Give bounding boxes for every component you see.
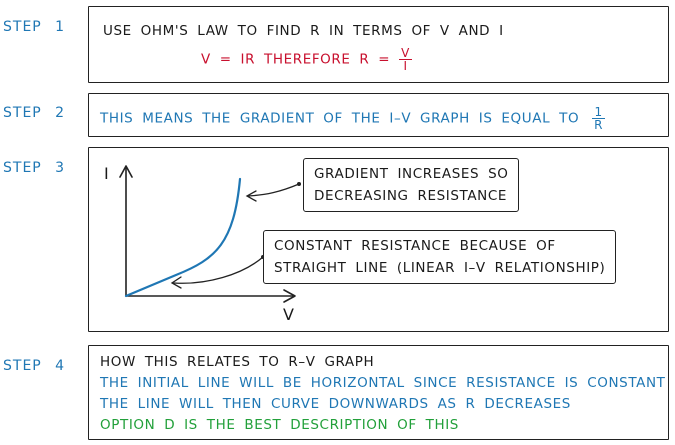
step-2-text: THIS MEANS THE GRADIENT OF THE I–V GRAPH… <box>100 110 580 127</box>
callout-line: CONSTANT RESISTANCE BECAUSE OF <box>274 238 556 254</box>
step-3-box: I V GRADIENT INCREASES SO DECREASING RES… <box>88 147 669 332</box>
callout-line: DECREASING RESISTANCE <box>314 188 508 204</box>
iv-graph: I V <box>104 164 301 324</box>
step-2-label: STEP 2 <box>3 105 66 121</box>
step-4-horizontal-line-note: THE INITIAL LINE WILL BE HORIZONTAL SINC… <box>100 375 666 391</box>
v-over-i-fraction: V I <box>399 47 412 72</box>
y-axis-label: I <box>104 164 109 183</box>
ohms-law-equation: V = IR THEREFORE R = V I <box>201 47 412 72</box>
one-over-r-fraction: 1 R <box>592 106 606 132</box>
step-3-label: STEP 3 <box>3 160 66 176</box>
step-1-box: USE OHM'S LAW TO FIND R IN TERMS OF V AN… <box>88 6 669 83</box>
step-1-instruction: USE OHM'S LAW TO FIND R IN TERMS OF V AN… <box>103 23 504 39</box>
fraction-numerator: 1 <box>592 106 606 119</box>
bottom-pointer-arrowhead <box>170 276 182 289</box>
fraction-denominator: R <box>594 118 604 132</box>
equation-prefix: V = IR THEREFORE R = <box>201 51 391 68</box>
step-4-answer: OPTION D IS THE BEST DESCRIPTION OF THIS <box>100 417 459 433</box>
top-pointer-arrowhead <box>245 190 257 202</box>
step-4-label: STEP 4 <box>3 358 66 374</box>
top-pointer-arrow <box>247 183 300 197</box>
callout-line: GRADIENT INCREASES SO <box>314 166 509 182</box>
fraction-denominator: I <box>403 59 408 73</box>
top-pointer-dot <box>297 182 301 186</box>
step-2-statement: THIS MEANS THE GRADIENT OF THE I–V GRAPH… <box>100 106 606 132</box>
fraction-numerator: V <box>399 46 412 60</box>
x-axis-arrowhead <box>283 289 296 303</box>
bottom-pointer-arrow <box>173 256 264 284</box>
step-1-label: STEP 1 <box>3 19 66 35</box>
step-2-box: THIS MEANS THE GRADIENT OF THE I–V GRAPH… <box>88 93 669 137</box>
callout-line: STRAIGHT LINE (LINEAR I–V RELATIONSHIP) <box>274 260 606 276</box>
step-4-box: HOW THIS RELATES TO R–V GRAPH THE INITIA… <box>88 345 669 440</box>
step-4-curve-down-note: THE LINE WILL THEN CURVE DOWNWARDS AS R … <box>100 396 571 412</box>
gradient-increases-callout: GRADIENT INCREASES SO DECREASING RESISTA… <box>303 158 520 212</box>
x-axis-label: V <box>283 305 295 324</box>
iv-curve <box>124 177 242 298</box>
constant-resistance-callout: CONSTANT RESISTANCE BECAUSE OF STRAIGHT … <box>263 230 617 284</box>
step-4-heading: HOW THIS RELATES TO R–V GRAPH <box>100 354 375 370</box>
y-axis-arrowhead <box>119 165 133 178</box>
